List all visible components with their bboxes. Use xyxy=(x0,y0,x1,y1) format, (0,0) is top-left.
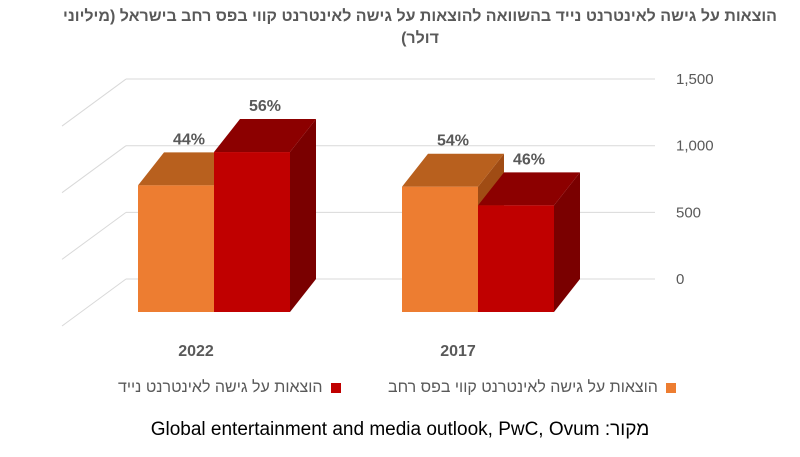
bar-side xyxy=(554,172,580,312)
gridline-diagonal xyxy=(61,78,127,127)
x-tick-label: 2017 xyxy=(440,343,476,360)
legend-label-fixed: הוצאות על גישה לאינטרנט קווי בפס רחב xyxy=(388,379,658,396)
data-label: 56% xyxy=(249,98,281,115)
legend-swatch-mobile xyxy=(330,383,341,393)
legend-item-fixed: הוצאות על גישה לאינטרנט קווי בפס רחב xyxy=(388,379,676,397)
y-tick-label: 1,500 xyxy=(676,71,714,88)
gridline-diagonal xyxy=(61,211,127,260)
bar xyxy=(214,152,290,312)
bar-side xyxy=(290,119,316,312)
chart-area: 1,500 1,000 500 0 44% 56% 2022 54% 46% 2017 xyxy=(61,71,714,360)
chart-legend: הוצאות על גישה לאינטרנט נייד הוצאות על ג… xyxy=(0,379,800,403)
y-tick-label: 0 xyxy=(676,271,684,288)
bar-top xyxy=(214,119,316,153)
bar xyxy=(138,185,214,312)
x-tick-label: 2022 xyxy=(178,343,214,360)
data-label: 46% xyxy=(513,151,545,168)
legend-label-mobile: הוצאות על גישה לאינטרנט נייד xyxy=(118,379,323,396)
source-note: Global entertainment and media outlook, … xyxy=(150,419,650,440)
bar xyxy=(478,205,554,312)
y-tick-label: 1,000 xyxy=(676,138,714,155)
bar-top xyxy=(478,172,580,206)
bar-top xyxy=(402,153,504,187)
legend-item-mobile: הוצאות על גישה לאינטרנט נייד xyxy=(118,379,341,397)
legend-swatch-fixed xyxy=(665,383,676,393)
gridline-diagonal xyxy=(61,145,127,194)
gridline-diagonal xyxy=(61,278,127,327)
y-tick-label: 500 xyxy=(676,204,701,221)
data-label: 54% xyxy=(437,133,469,150)
chart-title: הוצאות על גישה לאינטרנט נייד בהשוואה להו… xyxy=(63,8,777,47)
data-label: 44% xyxy=(173,131,205,148)
bar xyxy=(402,186,478,312)
